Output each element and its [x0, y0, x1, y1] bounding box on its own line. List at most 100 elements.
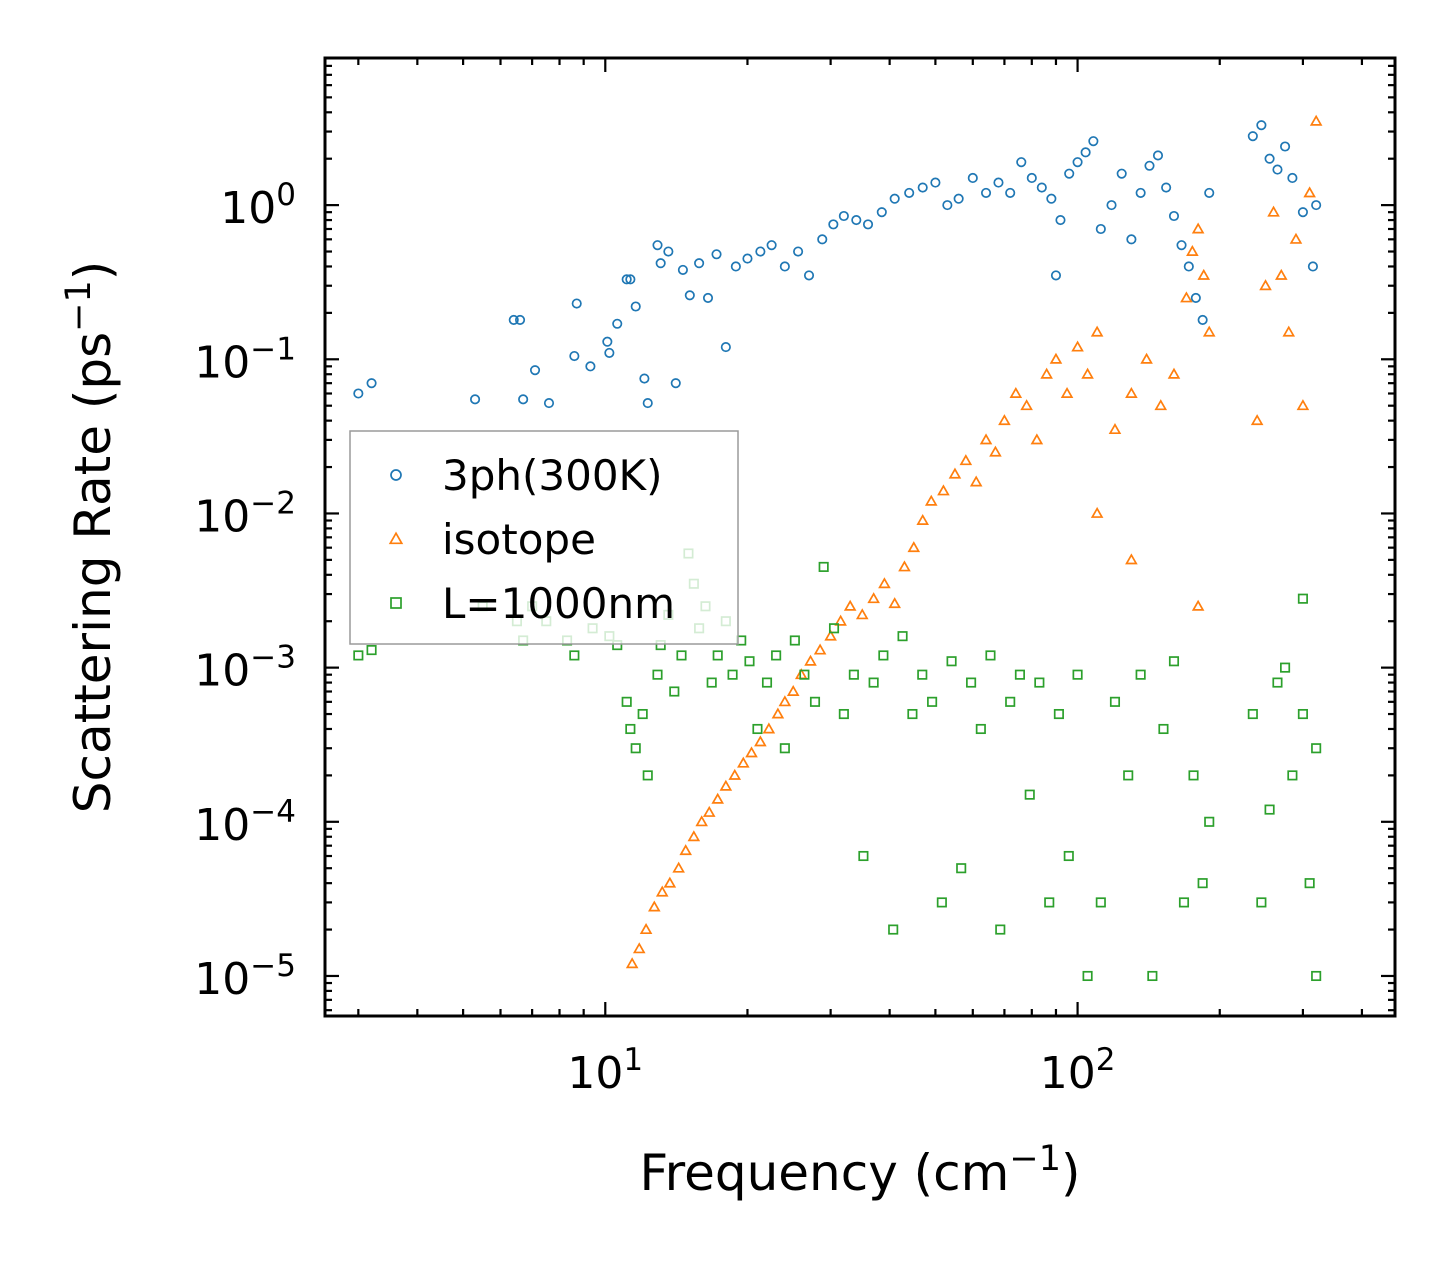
data-point	[1303, 186, 1316, 198]
data-point	[1256, 120, 1267, 131]
data-point	[851, 215, 862, 226]
data-point	[959, 454, 973, 466]
data-point	[1005, 187, 1016, 198]
data-point	[711, 792, 725, 804]
y-tick-label: 100	[220, 177, 296, 234]
data-point	[1304, 878, 1315, 889]
data-point	[672, 861, 685, 873]
data-point	[789, 635, 800, 646]
data-point	[621, 274, 632, 285]
data-point	[1191, 222, 1205, 234]
data-point	[778, 695, 792, 707]
data-point	[1167, 367, 1181, 379]
data-point	[1280, 662, 1291, 673]
data-point	[942, 200, 953, 211]
data-point	[878, 577, 891, 589]
legend-item: L=1000nm	[390, 579, 675, 628]
data-point	[727, 669, 738, 680]
data-point	[1188, 770, 1199, 781]
data-point	[642, 398, 653, 409]
data-point	[1183, 261, 1194, 272]
data-point	[858, 850, 869, 862]
data-point	[1176, 240, 1187, 251]
data-point	[612, 318, 623, 329]
data-point	[1287, 172, 1298, 184]
data-point	[508, 314, 519, 325]
data-point	[353, 650, 364, 661]
data-point	[1180, 291, 1193, 303]
data-point	[1296, 399, 1310, 411]
data-point	[995, 924, 1006, 935]
data-point	[1282, 325, 1296, 337]
legend-label: L=1000nm	[442, 579, 675, 628]
data-point	[1026, 172, 1037, 184]
data-point	[1191, 599, 1205, 611]
data-point	[848, 669, 859, 680]
data-point	[515, 314, 526, 325]
data-point	[1090, 325, 1104, 337]
data-point	[1072, 669, 1083, 680]
data-point	[786, 684, 800, 696]
data-point	[927, 696, 938, 707]
data-point	[569, 350, 580, 362]
tick-label-base: 10	[194, 491, 250, 542]
data-point	[956, 863, 967, 874]
data-point	[687, 830, 701, 842]
data-point	[916, 513, 930, 525]
data-point	[1063, 850, 1074, 862]
data-point	[1036, 182, 1047, 193]
data-point	[1250, 414, 1264, 426]
legend-item: 3ph(300K)	[390, 451, 662, 500]
data-point	[1125, 553, 1138, 565]
tick-label-base: 10	[567, 1048, 623, 1099]
data-point	[1311, 743, 1322, 754]
legend: 3ph(300K) isotope L=1000nm	[349, 430, 739, 645]
data-point	[1020, 399, 1033, 411]
data-point	[907, 708, 918, 720]
data-point	[663, 876, 677, 888]
data-point	[1071, 340, 1084, 352]
data-point	[630, 743, 641, 754]
data-point	[980, 187, 992, 198]
data-point	[676, 650, 687, 661]
data-point	[838, 210, 849, 222]
data-point	[569, 650, 580, 661]
data-point	[1108, 423, 1122, 435]
data-point	[834, 614, 847, 626]
tick-label-base: 10	[194, 646, 250, 697]
data-point	[889, 193, 900, 204]
data-point	[771, 650, 782, 661]
data-point	[754, 735, 767, 747]
plot-frame	[323, 56, 1397, 1018]
data-point	[353, 388, 364, 399]
data-point	[1034, 677, 1045, 688]
data-point	[907, 541, 921, 553]
data-point	[652, 240, 663, 251]
data-point	[737, 756, 750, 768]
data-point	[1125, 386, 1138, 398]
data-point	[998, 414, 1011, 426]
data-point	[762, 722, 776, 734]
data-point	[967, 172, 978, 184]
data-point	[930, 177, 941, 188]
data-point	[1204, 187, 1215, 198]
data-point	[817, 234, 828, 245]
data-point	[655, 258, 666, 269]
data-point	[655, 885, 669, 897]
data-point	[1186, 244, 1199, 256]
x-tick-label: 102	[1040, 1042, 1116, 1099]
data-point	[1178, 897, 1190, 908]
data-point	[1090, 506, 1104, 518]
data-point	[529, 365, 541, 376]
data-point	[761, 677, 773, 688]
data-point	[366, 645, 377, 656]
data-point	[966, 677, 977, 688]
data-point	[1024, 789, 1035, 800]
data-point	[720, 342, 731, 353]
y-axis-label: Scattering Rate (ps−1)	[59, 261, 122, 814]
tick-label-exponent: 2	[1096, 1042, 1116, 1078]
data-point	[1161, 182, 1172, 193]
data-point	[888, 924, 899, 935]
data-point	[1264, 153, 1275, 164]
